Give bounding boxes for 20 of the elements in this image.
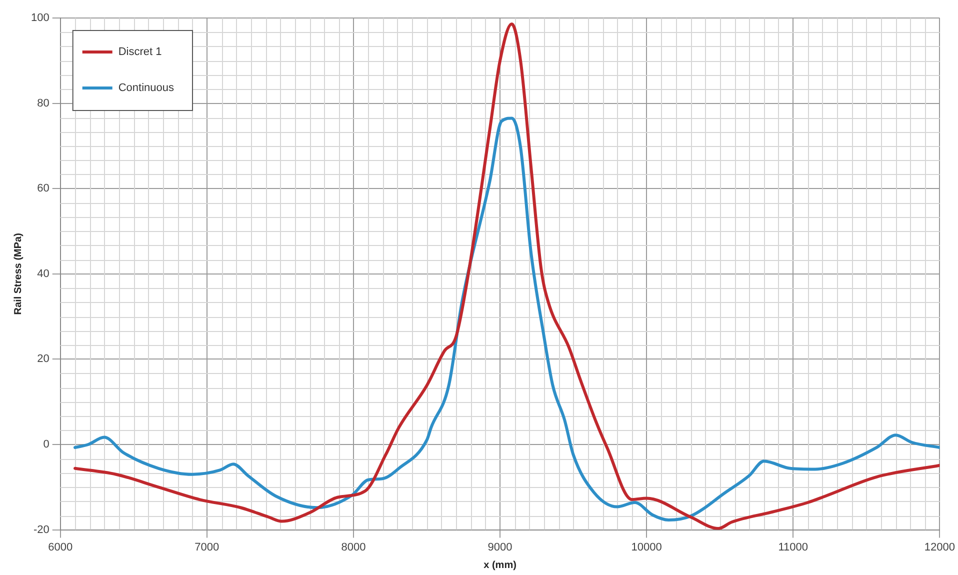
x-tick-label: 12000 [924, 541, 956, 554]
x-tick-label: 7000 [194, 541, 220, 554]
y-tick-label: 60 [37, 182, 50, 195]
line-series [74, 22, 940, 530]
line-series [74, 116, 940, 522]
legend-label: Discret 1 [118, 46, 162, 58]
y-axis-title: Rail Stress (MPa) [12, 233, 24, 315]
x-tick-label: 9000 [488, 541, 512, 554]
legend-label: Continuous [118, 82, 175, 94]
x-tick-label: 6000 [48, 541, 73, 554]
y-tick-label: -20 [33, 524, 50, 536]
x-axis-title: x (mm) [484, 560, 516, 571]
y-tick-label: 0 [43, 438, 50, 451]
y-tick-label: 20 [37, 353, 50, 366]
y-tick-label: 80 [37, 97, 50, 110]
x-tick-label: 11000 [778, 541, 808, 554]
x-tick-label: 10000 [631, 541, 662, 554]
y-tick-label: 40 [37, 268, 50, 280]
y-tick-label: 100 [30, 12, 50, 24]
x-tick-label: 8000 [341, 541, 366, 554]
